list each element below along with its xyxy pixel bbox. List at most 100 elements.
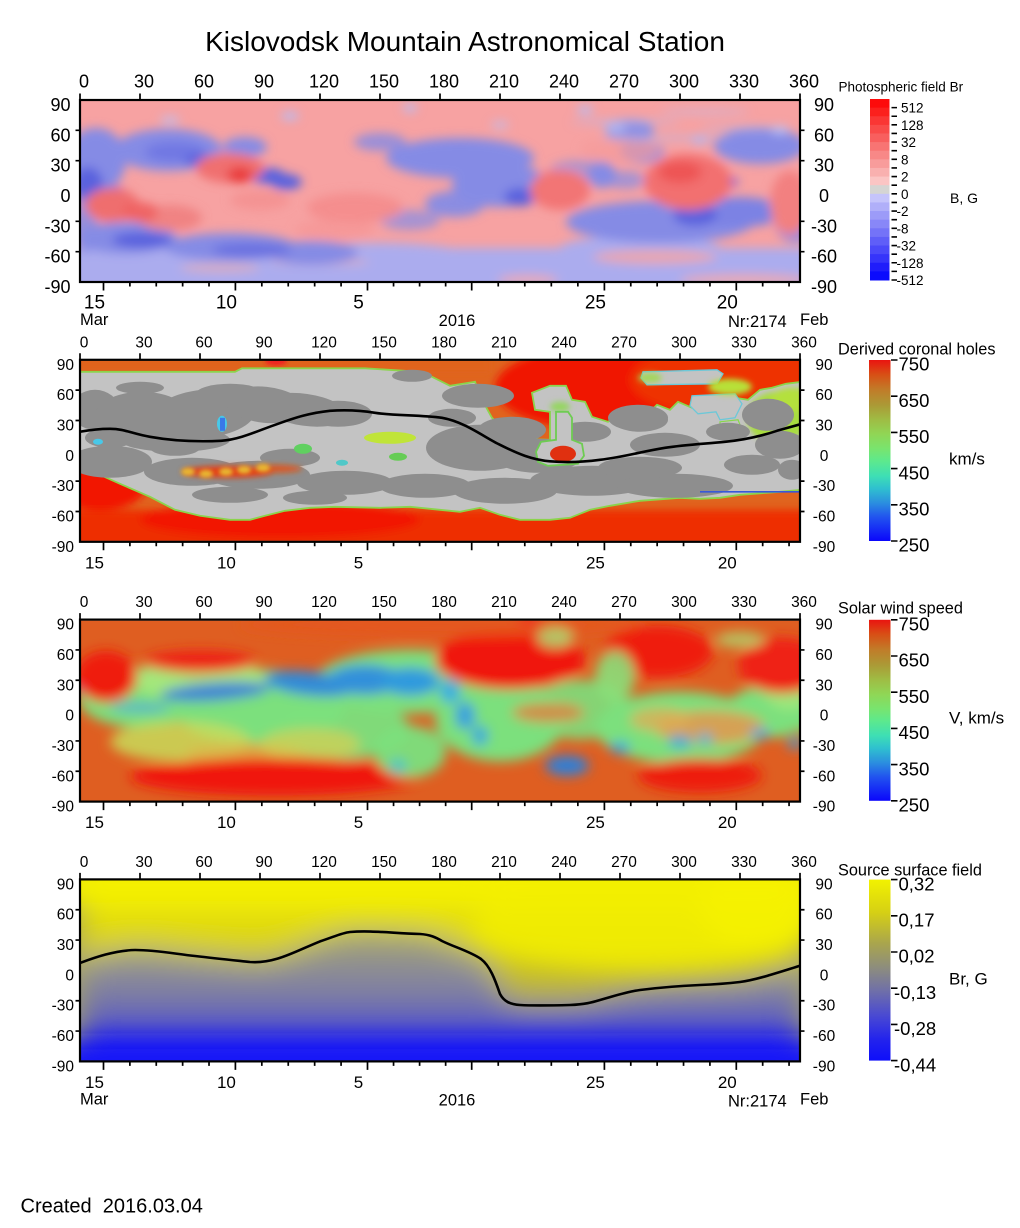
svg-text:-30: -30 xyxy=(44,216,70,236)
svg-text:30: 30 xyxy=(57,937,75,954)
svg-text:Derived coronal holes: Derived coronal holes xyxy=(838,341,995,359)
svg-text:90: 90 xyxy=(255,334,273,351)
svg-text:30: 30 xyxy=(50,156,70,176)
svg-text:60: 60 xyxy=(815,647,833,664)
svg-text:750: 750 xyxy=(899,614,930,635)
svg-text:150: 150 xyxy=(369,72,399,92)
svg-text:250: 250 xyxy=(899,795,930,816)
svg-text:240: 240 xyxy=(551,854,577,871)
svg-text:-30: -30 xyxy=(811,216,837,236)
svg-text:30: 30 xyxy=(134,72,154,92)
svg-text:Feb: Feb xyxy=(800,1090,828,1108)
svg-text:-60: -60 xyxy=(811,247,837,267)
svg-text:360: 360 xyxy=(789,72,819,92)
svg-text:0: 0 xyxy=(65,967,74,984)
svg-text:0: 0 xyxy=(80,334,89,351)
svg-text:10: 10 xyxy=(216,293,237,314)
svg-text:330: 330 xyxy=(731,854,757,871)
svg-text:0: 0 xyxy=(819,186,829,206)
svg-text:-90: -90 xyxy=(52,539,75,556)
svg-text:-90: -90 xyxy=(44,277,70,297)
svg-text:25: 25 xyxy=(586,553,605,572)
svg-text:60: 60 xyxy=(195,334,213,351)
svg-text:90: 90 xyxy=(57,876,75,893)
svg-text:360: 360 xyxy=(791,854,817,871)
svg-text:20: 20 xyxy=(718,553,737,572)
svg-text:90: 90 xyxy=(57,617,75,634)
svg-text:150: 150 xyxy=(371,334,397,351)
svg-text:30: 30 xyxy=(135,594,153,611)
svg-text:10: 10 xyxy=(217,553,236,572)
svg-text:15: 15 xyxy=(85,1073,104,1092)
svg-text:90: 90 xyxy=(815,876,833,893)
svg-text:-30: -30 xyxy=(813,478,836,495)
svg-text:90: 90 xyxy=(57,357,75,374)
svg-text:15: 15 xyxy=(85,813,104,832)
svg-text:-30: -30 xyxy=(52,478,75,495)
svg-text:25: 25 xyxy=(585,293,606,314)
svg-text:5: 5 xyxy=(354,813,363,832)
svg-text:240: 240 xyxy=(551,334,577,351)
svg-text:0,32: 0,32 xyxy=(899,873,935,894)
svg-text:550: 550 xyxy=(899,426,930,447)
svg-text:60: 60 xyxy=(814,125,834,145)
svg-text:210: 210 xyxy=(491,854,517,871)
svg-text:-60: -60 xyxy=(44,247,70,267)
svg-text:0,17: 0,17 xyxy=(899,910,935,931)
svg-text:90: 90 xyxy=(50,95,70,115)
svg-text:650: 650 xyxy=(899,650,930,671)
svg-text:-30: -30 xyxy=(813,738,836,755)
svg-text:-60: -60 xyxy=(813,508,836,525)
svg-text:10: 10 xyxy=(217,1073,236,1092)
svg-text:0: 0 xyxy=(820,708,829,725)
svg-text:60: 60 xyxy=(50,125,70,145)
svg-text:180: 180 xyxy=(431,854,457,871)
svg-text:15: 15 xyxy=(85,553,104,572)
svg-text:30: 30 xyxy=(57,677,75,694)
svg-text:180: 180 xyxy=(431,594,457,611)
svg-text:5: 5 xyxy=(354,553,363,572)
svg-text:210: 210 xyxy=(491,334,517,351)
svg-text:30: 30 xyxy=(135,854,153,871)
svg-text:750: 750 xyxy=(899,354,930,375)
svg-text:60: 60 xyxy=(57,387,75,404)
svg-text:-0,13: -0,13 xyxy=(894,982,936,1003)
svg-text:2: 2 xyxy=(901,170,909,185)
svg-text:15: 15 xyxy=(84,293,105,314)
svg-text:-90: -90 xyxy=(813,539,836,556)
svg-text:-128: -128 xyxy=(897,256,924,271)
svg-text:120: 120 xyxy=(311,334,337,351)
svg-text:-8: -8 xyxy=(897,221,909,236)
svg-text:Kislovodsk Mountain Astronomic: Kislovodsk Mountain Astronomical Station xyxy=(205,26,725,57)
svg-text:300: 300 xyxy=(671,594,697,611)
svg-text:-2: -2 xyxy=(897,204,909,219)
svg-text:60: 60 xyxy=(815,907,833,924)
svg-text:512: 512 xyxy=(901,101,924,116)
svg-text:90: 90 xyxy=(814,95,834,115)
svg-text:-60: -60 xyxy=(52,508,75,525)
svg-text:5: 5 xyxy=(353,293,364,314)
svg-text:20: 20 xyxy=(718,813,737,832)
svg-text:10: 10 xyxy=(217,813,236,832)
svg-text:-30: -30 xyxy=(52,738,75,755)
svg-text:550: 550 xyxy=(899,686,930,707)
svg-text:0: 0 xyxy=(901,187,909,202)
svg-text:Created 2016.03.04: Created 2016.03.04 xyxy=(21,1196,203,1218)
svg-text:0: 0 xyxy=(820,448,829,465)
svg-text:60: 60 xyxy=(815,387,833,404)
svg-text:450: 450 xyxy=(899,722,930,743)
svg-text:-90: -90 xyxy=(52,799,75,816)
svg-text:30: 30 xyxy=(815,937,833,954)
svg-text:Nr:2174: Nr:2174 xyxy=(728,1092,787,1110)
svg-text:-90: -90 xyxy=(811,277,837,297)
svg-text:25: 25 xyxy=(586,813,605,832)
svg-text:25: 25 xyxy=(586,1073,605,1092)
svg-text:90: 90 xyxy=(255,854,273,871)
svg-text:Source surface field: Source surface field xyxy=(838,862,982,880)
svg-text:-30: -30 xyxy=(813,998,836,1015)
svg-text:-90: -90 xyxy=(813,799,836,816)
svg-text:150: 150 xyxy=(371,854,397,871)
svg-text:270: 270 xyxy=(609,72,639,92)
svg-text:120: 120 xyxy=(311,594,337,611)
svg-text:250: 250 xyxy=(899,535,930,556)
